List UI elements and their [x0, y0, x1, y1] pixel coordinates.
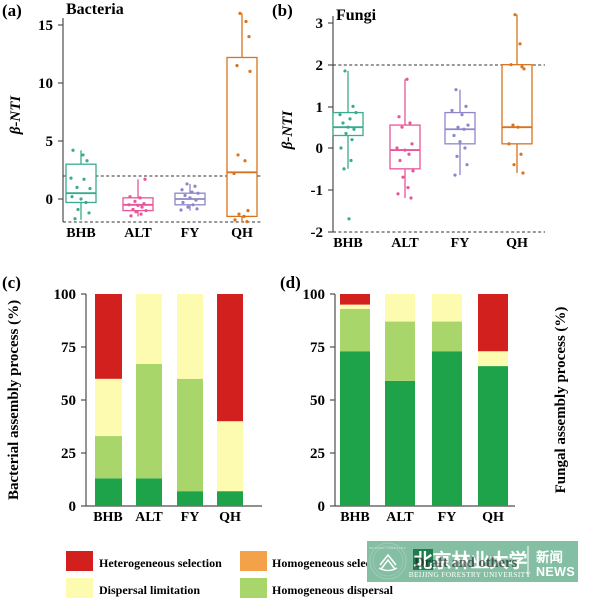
svg-text:0: 0 — [69, 499, 77, 515]
svg-text:ALT: ALT — [124, 226, 152, 241]
svg-text:5: 5 — [46, 134, 54, 150]
svg-text:QH: QH — [482, 510, 504, 525]
svg-text:Bacteria: Bacteria — [66, 1, 124, 18]
svg-text:2: 2 — [316, 58, 324, 74]
svg-text:ALT: ALT — [391, 236, 419, 251]
svg-text:Fungal assembly process (%): Fungal assembly process (%) — [553, 307, 569, 494]
svg-text:ALT: ALT — [386, 510, 414, 525]
svg-text:QH: QH — [506, 236, 528, 251]
svg-text:25: 25 — [61, 446, 76, 462]
svg-text:0: 0 — [46, 192, 54, 208]
svg-text:BHB: BHB — [340, 510, 370, 525]
svg-text:Homogeneous dispersal: Homogeneous dispersal — [272, 583, 394, 597]
svg-text:BHB: BHB — [93, 510, 123, 525]
svg-text:FY: FY — [181, 510, 200, 525]
svg-text:BHB: BHB — [333, 236, 363, 251]
svg-text:75: 75 — [310, 340, 325, 356]
svg-text:Fungi: Fungi — [336, 7, 377, 24]
svg-text:Bacterial assembly process (%): Bacterial assembly process (%) — [6, 300, 22, 500]
svg-text:50: 50 — [310, 393, 325, 409]
svg-text:FY: FY — [181, 226, 200, 241]
svg-text:β-NTI: β-NTI — [280, 110, 296, 151]
svg-text:BEIJING FORESTRY: BEIJING FORESTRY — [370, 546, 407, 550]
svg-text:1: 1 — [316, 100, 324, 116]
svg-text:25: 25 — [310, 446, 325, 462]
svg-text:-2: -2 — [311, 225, 324, 241]
svg-text:Heterogeneous selection: Heterogeneous selection — [99, 556, 222, 570]
svg-text:3: 3 — [316, 16, 324, 32]
svg-text:ALT: ALT — [135, 510, 163, 525]
svg-text:QH: QH — [231, 226, 253, 241]
svg-text:(b): (b) — [272, 1, 293, 20]
svg-text:(d): (d) — [280, 273, 301, 292]
svg-text:15: 15 — [38, 18, 53, 34]
svg-text:BHB: BHB — [66, 226, 96, 241]
svg-text:100: 100 — [303, 287, 326, 303]
svg-text:FY: FY — [438, 510, 457, 525]
svg-text:0: 0 — [316, 141, 324, 157]
svg-text:-1: -1 — [311, 183, 324, 199]
svg-text:10: 10 — [38, 76, 53, 92]
svg-text:100: 100 — [54, 287, 77, 303]
svg-text:NEWS: NEWS — [536, 565, 575, 579]
svg-text:BEIJING FORESTRY UNIVERSITY: BEIJING FORESTRY UNIVERSITY — [409, 570, 532, 579]
svg-text:0: 0 — [318, 499, 326, 515]
svg-text:FY: FY — [451, 236, 470, 251]
svg-text:Dispersal limitation: Dispersal limitation — [99, 583, 200, 597]
svg-text:(a): (a) — [2, 1, 22, 20]
svg-text:Draft and others: Draft and others — [414, 555, 517, 571]
svg-text:75: 75 — [61, 340, 76, 356]
svg-text:QH: QH — [219, 510, 241, 525]
svg-text:50: 50 — [61, 393, 76, 409]
svg-text:β-NTI: β-NTI — [8, 95, 24, 136]
svg-text:(c): (c) — [2, 273, 21, 292]
svg-text:新闻: 新闻 — [536, 549, 563, 565]
